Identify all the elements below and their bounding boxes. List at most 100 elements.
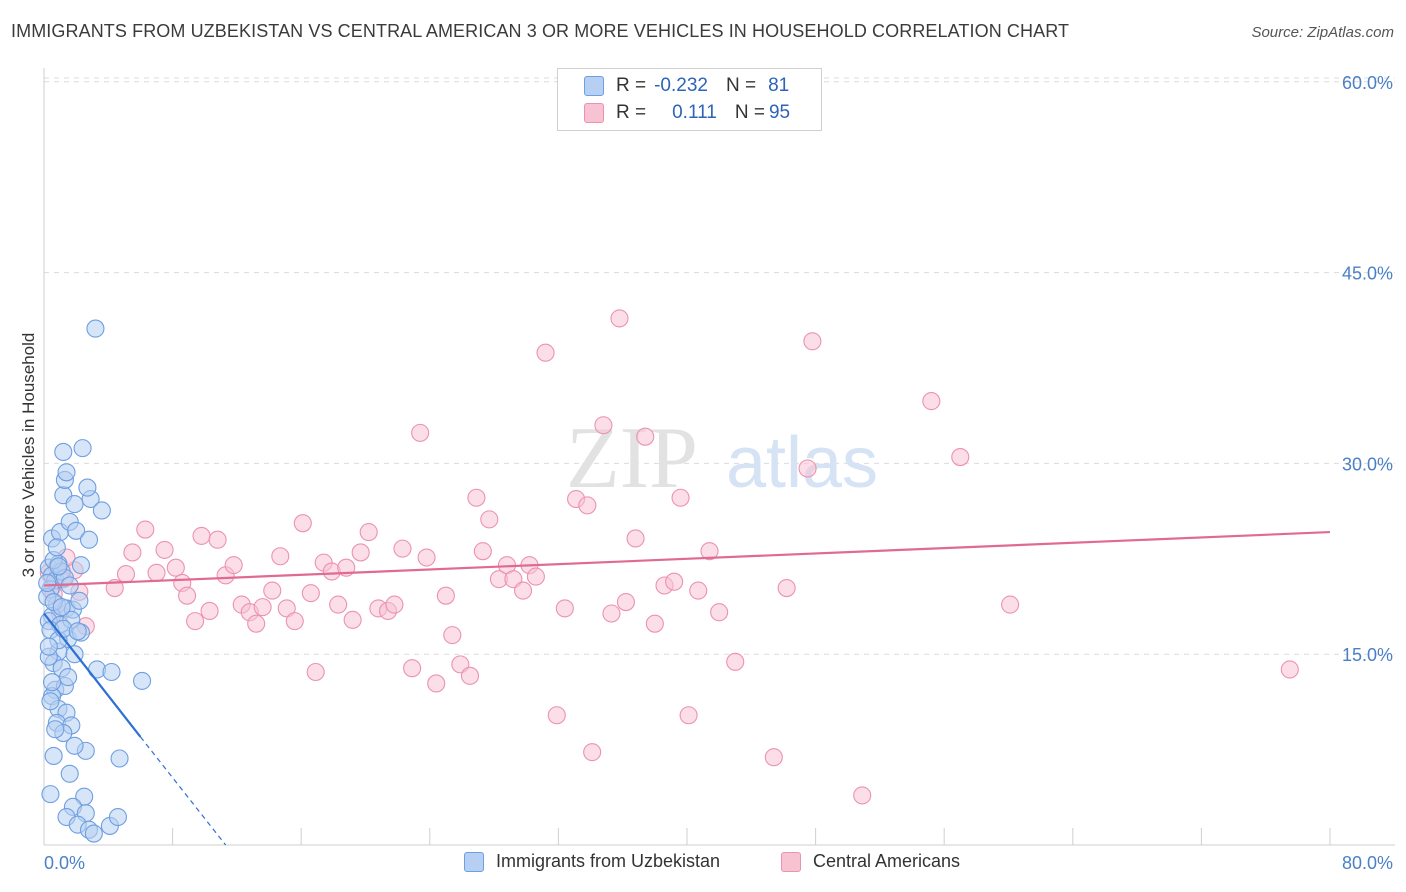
central-americans-point (803, 332, 822, 351)
uzbekistan-point (52, 598, 71, 617)
trend-lines (43, 530, 1331, 846)
r-label: R = (616, 75, 647, 96)
uzbekistan-point (68, 622, 87, 641)
uzbekistan-point (38, 573, 57, 593)
central-americans-point (301, 584, 320, 603)
central-americans-point (583, 743, 602, 762)
central-americans-point (178, 586, 197, 605)
y-tick-label: 15.0% (1342, 645, 1393, 665)
r-value: -0.232 (654, 75, 708, 96)
pink-swatch (584, 103, 604, 123)
central-americans-point (293, 514, 312, 533)
central-americans-point (411, 423, 430, 442)
correlation-legend: R = -0.232 N = 81 R = 0.111 N = 95 (557, 68, 822, 131)
central-americans-point (208, 530, 227, 549)
central-americans-point (200, 601, 219, 621)
n-value: 81 (768, 75, 790, 96)
central-americans-point (547, 706, 566, 725)
uzbekistan-points (38, 319, 152, 843)
central-americans-point (277, 599, 296, 618)
uzbekistan-trend-extension (139, 736, 227, 846)
central-americans-point (263, 581, 282, 600)
central-americans-point (610, 309, 629, 328)
uzbekistan-point (65, 495, 84, 514)
uzbekistan-point (108, 807, 127, 827)
uzbekistan-point (49, 557, 68, 576)
source-credit: Source: ZipAtlas.com (1251, 24, 1394, 41)
central-americans-point (427, 674, 446, 693)
central-americans-point (123, 543, 142, 562)
central-americans-point (480, 510, 499, 529)
uzbekistan-point (67, 521, 86, 540)
n-label: N = (734, 102, 765, 123)
central-americans-point (1280, 660, 1299, 679)
uzbekistan-point (86, 319, 105, 338)
central-americans-point (513, 581, 533, 600)
central-americans-point (136, 520, 155, 539)
series-legend-central-americans[interactable]: Central Americans (781, 851, 960, 872)
blue-swatch (464, 851, 484, 872)
central-americans-point (645, 614, 664, 633)
uzbekistan-point (70, 591, 89, 610)
central-americans-point (616, 592, 635, 612)
central-americans-point (764, 748, 783, 767)
tick-labels: 15.0% 30.0% 45.0% 60.0% 0.0% 80.0% (44, 73, 1393, 873)
central-americans-point (443, 626, 462, 645)
uzbekistan-point (65, 736, 84, 755)
uzbekistan-point (41, 785, 60, 804)
uzbekistan-point (39, 637, 58, 656)
central-americans-point (359, 523, 378, 542)
central-americans-point (526, 567, 545, 586)
series-legend-uzbekistan[interactable]: Immigrants from Uzbekistan (464, 851, 720, 872)
central-americans-point (460, 666, 480, 685)
chart-title: IMMIGRANTS FROM UZBEKISTAN VS CENTRAL AM… (11, 21, 1070, 41)
uzbekistan-point (71, 556, 91, 575)
uzbekistan-point (60, 764, 79, 783)
n-value: 95 (768, 102, 791, 123)
central-americans-point (271, 547, 290, 566)
central-americans-point (116, 565, 136, 584)
central-americans-point (726, 652, 745, 671)
y-tick-label: 30.0% (1342, 454, 1393, 474)
central-americans-point (594, 416, 613, 435)
uzbekistan-point (57, 463, 76, 482)
central-americans-point (555, 599, 574, 618)
uzbekistan-point (47, 538, 66, 557)
central-americans-point (186, 612, 205, 631)
uzbekistan-point (92, 501, 111, 520)
central-americans-point (777, 579, 796, 598)
central-americans-point (700, 542, 719, 561)
legend-row-central-americans: R = 0.111 N = 95 (584, 100, 790, 126)
central-americans-point (922, 392, 941, 411)
central-americans-point (224, 556, 243, 575)
central-americans-point (671, 488, 690, 507)
central-americans-point (147, 563, 166, 582)
axis-layer (43, 68, 1395, 846)
central-americans-point (467, 488, 486, 507)
central-americans-point (689, 581, 708, 600)
central-americans-point (436, 586, 455, 605)
central-americans-point (253, 598, 272, 617)
uzbekistan-point (42, 673, 62, 692)
series-legend-label: Central Americans (813, 851, 961, 871)
uzbekistan-point (78, 478, 97, 497)
r-label: R = (616, 102, 647, 123)
central-americans-point (351, 543, 370, 562)
uzbekistan-point (59, 668, 78, 687)
uzbekistan-trend-line (43, 612, 142, 738)
central-americans-point (155, 540, 174, 559)
central-americans-point (798, 459, 817, 478)
pink-swatch (781, 851, 801, 872)
central-americans-point (343, 610, 362, 629)
central-americans-point (285, 612, 304, 631)
central-americans-point (853, 786, 872, 805)
central-americans-point (626, 529, 645, 548)
blue-swatch (584, 76, 604, 96)
uzbekistan-point (133, 671, 152, 690)
central-americans-point (306, 662, 325, 682)
r-value: 0.111 (672, 102, 717, 123)
uzbekistan-point (102, 662, 121, 682)
central-americans-point (417, 548, 436, 567)
uzbekistan-point (46, 720, 65, 739)
